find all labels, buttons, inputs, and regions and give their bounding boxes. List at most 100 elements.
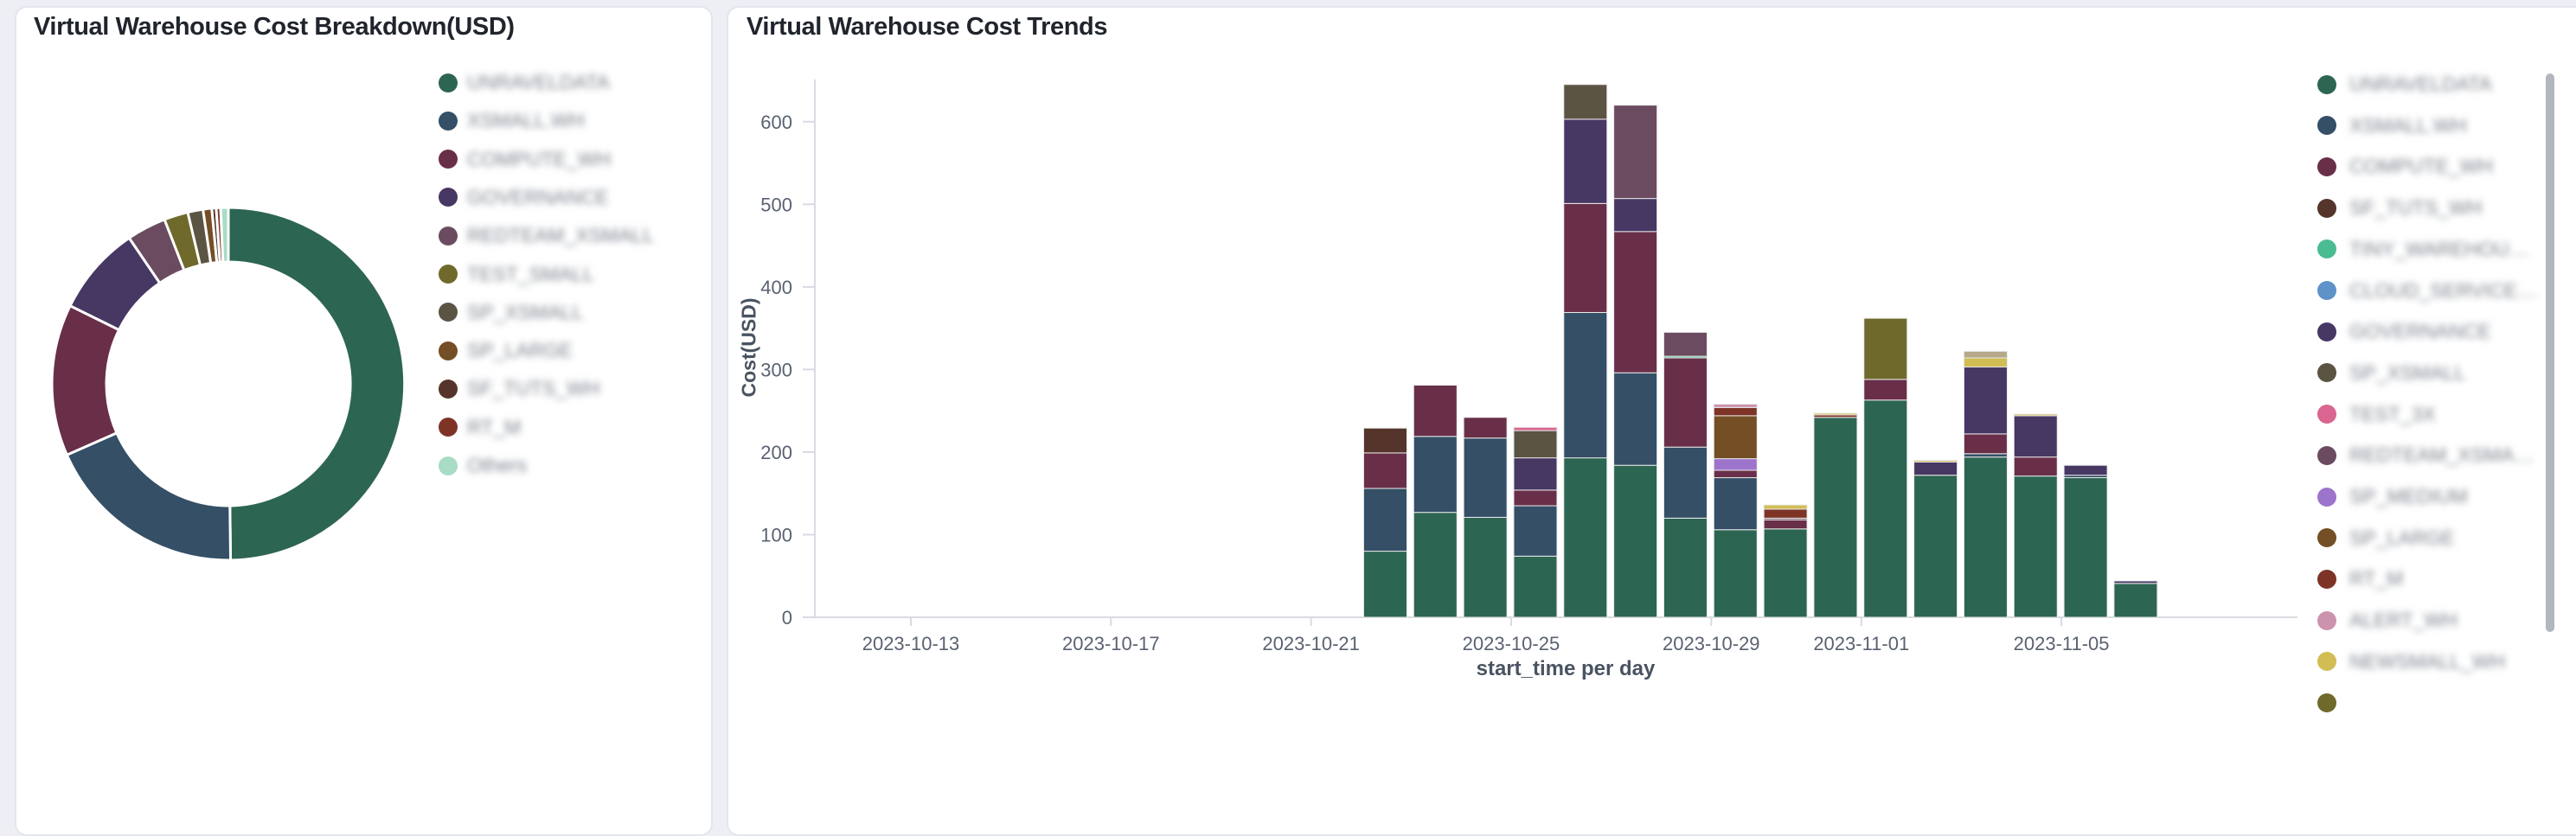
bar-segment[interactable] <box>1613 464 1658 618</box>
bar-segment[interactable] <box>1713 458 1758 471</box>
bar-segment[interactable] <box>1513 489 1558 507</box>
legend-item-label: REDTEAM_XSMALL <box>467 224 655 247</box>
bar-segment[interactable] <box>1563 84 1608 120</box>
bar-segment[interactable] <box>1413 436 1458 514</box>
bar-segment[interactable] <box>1613 105 1658 200</box>
legend-item[interactable]: REDTEAM_XSMA… <box>2317 445 2534 465</box>
bar-segment[interactable] <box>1913 475 1958 618</box>
bar-segment[interactable] <box>1813 417 1858 618</box>
bar-segment[interactable] <box>1362 452 1407 489</box>
legend-item[interactable]: TEST_SMALL <box>439 264 594 284</box>
legend-item[interactable] <box>2317 692 2349 712</box>
bar-segment[interactable] <box>1513 457 1558 491</box>
bar-segment[interactable] <box>1513 555 1558 618</box>
bar-segment[interactable] <box>1413 512 1458 618</box>
bar-segment[interactable] <box>1913 459 1958 463</box>
bar-segment[interactable] <box>1513 426 1558 431</box>
bar-segment[interactable] <box>1563 457 1608 618</box>
bar-segment[interactable] <box>1663 357 1708 448</box>
legend-item[interactable]: REDTEAM_XSMALL <box>439 226 654 246</box>
bar-segment[interactable] <box>1963 433 2008 455</box>
bar-segment[interactable] <box>1413 385 1458 437</box>
bar-segment[interactable] <box>1863 399 1908 618</box>
bar-segment[interactable] <box>1563 202 1608 313</box>
legend-item[interactable]: SP_MEDIUM <box>2317 487 2468 507</box>
bar-segment[interactable] <box>1513 430 1558 459</box>
bar-segment[interactable] <box>1613 198 1658 233</box>
bar-segment[interactable] <box>1463 417 1508 439</box>
bar-segment[interactable] <box>1613 231 1658 373</box>
bar-segment[interactable] <box>1563 311 1608 459</box>
bar-segment[interactable] <box>2013 456 2058 477</box>
bar-segment[interactable] <box>1463 516 1508 618</box>
bar-segment[interactable] <box>1963 350 2008 359</box>
legend-item[interactable]: TEST_3X <box>2317 404 2436 424</box>
legend-scrollbar[interactable] <box>2546 73 2554 632</box>
bar-segment[interactable] <box>1963 367 2008 435</box>
bar-segment[interactable] <box>1863 317 1908 380</box>
bar-segment[interactable] <box>1713 477 1758 531</box>
legend-item[interactable]: Others <box>439 456 527 475</box>
bar-segment[interactable] <box>1763 508 1808 519</box>
bar-segment[interactable] <box>2063 464 2108 476</box>
bar-segment[interactable] <box>1663 331 1708 357</box>
bar-segment[interactable] <box>2013 475 2058 618</box>
legend-item[interactable]: SP_LARGE <box>2317 527 2454 548</box>
legend-item[interactable]: RT_M <box>439 417 521 437</box>
bar-segment[interactable] <box>1563 118 1608 204</box>
legend-item[interactable]: GOVERNANCE <box>2317 322 2491 341</box>
bar-segment[interactable] <box>1463 437 1508 518</box>
legend-item[interactable]: COMPUTE_WH <box>439 149 611 169</box>
legend-item[interactable]: NEWSMALL_WH <box>2317 651 2505 672</box>
bar-segment[interactable] <box>1813 412 1858 416</box>
donut-slice[interactable] <box>50 303 121 457</box>
bar-segment[interactable] <box>1963 357 2008 368</box>
donut-slice[interactable] <box>227 206 407 562</box>
legend-item[interactable]: RT_M <box>2317 569 2403 589</box>
legend-item-label: UNRAVELDATA <box>2349 73 2492 95</box>
bar-segment[interactable] <box>2113 580 2158 584</box>
bar-segment[interactable] <box>1362 551 1407 618</box>
legend-item[interactable]: COMPUTE_WH <box>2317 156 2493 176</box>
legend-item[interactable]: UNRAVELDATA <box>439 73 610 93</box>
bar-segment[interactable] <box>1763 504 1808 510</box>
bar-segment[interactable] <box>2063 477 2108 618</box>
bar-segment[interactable] <box>1763 519 1808 530</box>
bar-segment[interactable] <box>1713 406 1758 417</box>
bar-segment[interactable] <box>1963 453 2008 458</box>
bar-segment[interactable] <box>1713 404 1758 408</box>
bar-segment[interactable] <box>1362 488 1407 552</box>
legend-item[interactable]: SP_XSMALL <box>439 302 583 322</box>
bar-segment[interactable] <box>1663 446 1708 519</box>
legend-item[interactable]: ALERT_WH <box>2317 610 2457 630</box>
legend-item[interactable]: SF_TUTS_WH <box>439 379 599 399</box>
bar-segment[interactable] <box>2013 413 2058 417</box>
legend-dot <box>439 188 458 207</box>
bar-segment[interactable] <box>1613 372 1658 466</box>
bar-segment[interactable] <box>1513 505 1558 557</box>
bar-segment[interactable] <box>1362 427 1407 454</box>
legend-item[interactable]: SP_XSMALL <box>2317 362 2465 383</box>
legend-item[interactable]: XSMALL.WH <box>439 111 584 131</box>
donut-slice[interactable] <box>65 431 233 562</box>
bar-segment[interactable] <box>2013 415 2058 458</box>
bar-segment[interactable] <box>1713 529 1758 618</box>
bar-segment[interactable] <box>1863 379 1908 401</box>
bar-segment[interactable] <box>1913 461 1958 476</box>
legend-item[interactable]: UNRAVELDATA <box>2317 74 2492 94</box>
bar-segment[interactable] <box>1663 517 1708 618</box>
legend-item-label: Others <box>467 454 528 476</box>
legend-item[interactable]: TINY_WAREHOU… <box>2317 239 2528 259</box>
legend-item[interactable]: CLOUD_SERVICE… <box>2317 280 2537 301</box>
legend-item[interactable]: SF_TUTS_WH <box>2317 198 2482 218</box>
bar-segment[interactable] <box>1713 415 1758 460</box>
legend-dot <box>2317 405 2336 424</box>
bar-segment[interactable] <box>1963 456 2008 618</box>
donut-slice[interactable] <box>219 206 230 264</box>
legend-item[interactable]: GOVERNANCE <box>439 187 609 207</box>
bar-segment[interactable] <box>1763 528 1808 618</box>
bar-segment[interactable] <box>2113 583 2158 618</box>
bar-segment[interactable] <box>1713 469 1758 479</box>
legend-item[interactable]: XSMALL.WH <box>2317 115 2466 136</box>
legend-item[interactable]: SP_LARGE <box>439 341 572 361</box>
